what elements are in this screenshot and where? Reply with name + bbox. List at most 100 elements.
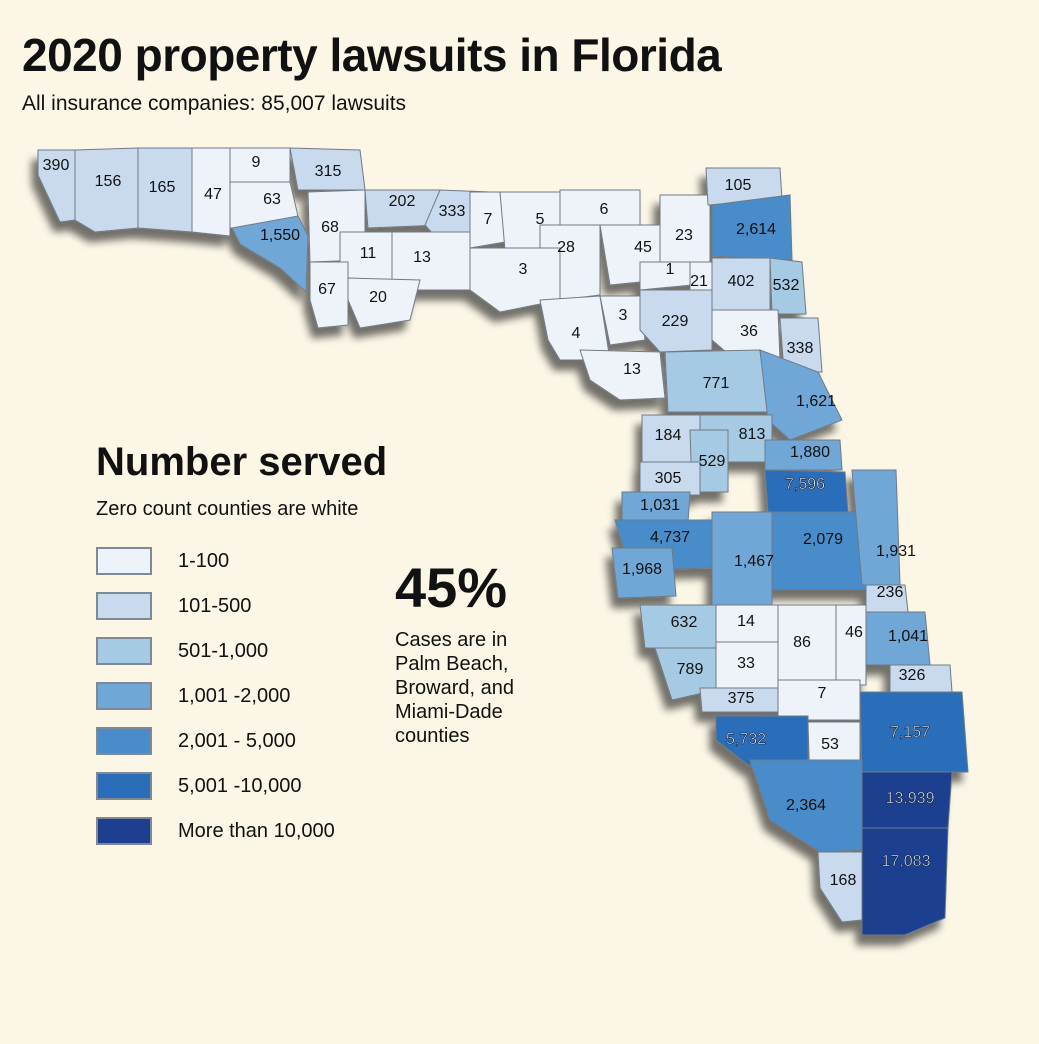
- county-region: [611, 547, 677, 599]
- county-value-label: 184: [655, 427, 682, 444]
- county-value-label: 1,550: [260, 227, 300, 244]
- map-title: 2020 property lawsuits in Florida: [22, 29, 722, 81]
- county-value-label: 13: [413, 249, 431, 266]
- county-value-label: 813: [739, 426, 766, 443]
- county-value-label: 402: [728, 273, 755, 290]
- legend-title: Number served: [96, 440, 388, 484]
- county-value-label: 68: [321, 219, 339, 236]
- county-region: [749, 759, 863, 853]
- county-value-label: 333: [439, 203, 466, 220]
- county-value-label: 2,364: [786, 797, 826, 814]
- county-value-label: 532: [773, 277, 800, 294]
- county-region: [639, 461, 701, 496]
- county-region: [817, 851, 863, 923]
- callout-percent: 45%: [395, 556, 508, 619]
- county-region: [764, 511, 867, 591]
- map-subtitle: All insurance companies: 85,007 lawsuits: [22, 92, 407, 115]
- county-value-label: 202: [389, 193, 416, 210]
- county-value-label: 1,031: [640, 497, 680, 514]
- county-value-label: 305: [655, 470, 682, 487]
- county-value-label: 53: [821, 736, 839, 753]
- county-value-label: 1,880: [790, 444, 830, 461]
- county-region: [309, 261, 349, 329]
- legend-swatch: [96, 817, 152, 845]
- county-value-label: 1,968: [622, 561, 662, 578]
- county-region: [764, 439, 843, 471]
- county-value-label: 1,931: [876, 543, 916, 560]
- county-value-label: 7: [484, 211, 493, 228]
- county-value-label: 390: [43, 157, 70, 174]
- county-value-label: 1,041: [888, 628, 928, 645]
- county-value-label: 229: [662, 313, 689, 330]
- county-region: [74, 147, 139, 233]
- county-value-label: 168: [830, 872, 857, 889]
- county-region: [777, 679, 861, 721]
- legend-swatch: [96, 682, 152, 710]
- legend-swatch: [96, 547, 152, 575]
- county-value-label: 46: [845, 624, 863, 641]
- county-region: [37, 149, 76, 223]
- county-value-label: 2,614: [736, 221, 776, 238]
- legend-label: More than 10,000: [178, 820, 335, 842]
- county-value-label: 28: [557, 239, 575, 256]
- county-value-label: 771: [703, 375, 730, 392]
- callout-text: Cases are in Palm Beach, Broward, and Mi…: [395, 629, 514, 747]
- legend-label: 2,001 - 5,000: [178, 730, 296, 752]
- county-value-label: 1,467: [734, 553, 774, 570]
- county-region: [231, 215, 309, 294]
- county-value-label: 13: [623, 361, 641, 378]
- county-region: [579, 349, 666, 401]
- county-value-label: 7,157: [890, 724, 930, 741]
- county-value-label: 632: [671, 614, 698, 631]
- county-region: [859, 691, 969, 773]
- legend-label: 5,001 -10,000: [178, 775, 302, 797]
- county-value-label: 1,621: [796, 393, 836, 410]
- county-value-label: 20: [369, 289, 387, 306]
- county-value-label: 14: [737, 613, 755, 630]
- county-value-label: 45: [634, 239, 652, 256]
- county-region: [759, 349, 843, 441]
- county-value-label: 11: [360, 245, 377, 262]
- county-region: [469, 247, 561, 313]
- county-value-label: 2,079: [803, 531, 843, 548]
- county-region: [599, 295, 646, 346]
- county-region: [639, 289, 713, 353]
- county-value-label: 326: [899, 667, 926, 684]
- county-value-label: 63: [263, 191, 281, 208]
- county-value-label: 338: [787, 340, 814, 357]
- legend-label: 501-1,000: [178, 640, 269, 662]
- county-value-label: 3: [619, 307, 628, 324]
- county-value-label: 789: [677, 661, 704, 678]
- legend-swatch: [96, 637, 152, 665]
- county-value-label: 86: [793, 634, 811, 651]
- county-value-label: 4: [572, 325, 581, 342]
- legend-label: 1,001 -2,000: [178, 685, 291, 707]
- county-value-label: 9: [252, 154, 261, 171]
- legend-subtitle: Zero count counties are white: [96, 498, 359, 520]
- county-value-label: 3: [519, 261, 528, 278]
- county-region: [347, 277, 421, 329]
- county-value-label: 17,083: [882, 853, 931, 870]
- legend-swatch: [96, 772, 152, 800]
- county-region: [779, 317, 823, 373]
- county-value-label: 21: [690, 273, 708, 290]
- county-value-label: 6: [600, 201, 609, 218]
- county-region: [769, 257, 807, 315]
- county-region: [835, 604, 867, 686]
- county-value-label: 13,939: [886, 790, 935, 807]
- legend-label: 1-100: [178, 550, 230, 572]
- county-value-label: 7,596: [785, 476, 825, 493]
- county-value-label: 33: [737, 655, 755, 672]
- county-value-label: 5: [536, 211, 545, 228]
- county-value-label: 67: [318, 281, 336, 298]
- county-value-label: 36: [740, 323, 758, 340]
- county-value-label: 529: [699, 453, 726, 470]
- legend-swatch: [96, 592, 152, 620]
- county-value-label: 375: [728, 690, 755, 707]
- county-value-label: 105: [725, 177, 752, 194]
- county-value-label: 4,737: [650, 529, 690, 546]
- legend-label: 101-500: [178, 595, 252, 617]
- county-region: [861, 827, 949, 936]
- legend-swatch: [96, 727, 152, 755]
